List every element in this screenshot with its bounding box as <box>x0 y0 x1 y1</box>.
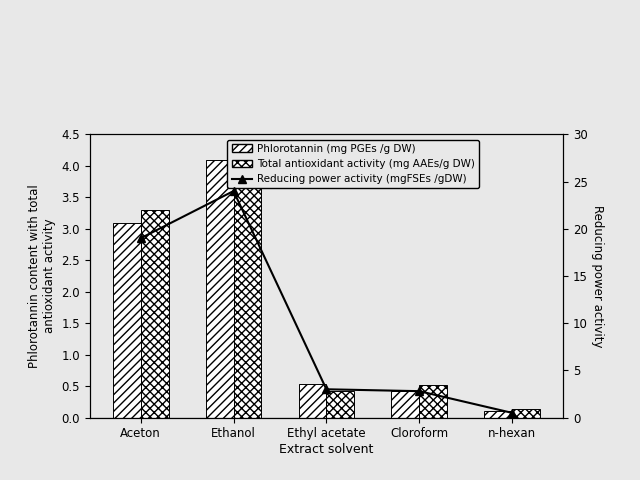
Bar <box>298 384 326 418</box>
Bar <box>205 159 234 418</box>
Bar <box>234 148 261 418</box>
Bar <box>392 391 419 418</box>
Legend: Phlorotannin (mg PGEs /g DW), Total antioxidant activity (mg AAEs/g DW), Reducin: Phlorotannin (mg PGEs /g DW), Total anti… <box>227 140 479 188</box>
Bar <box>419 385 447 418</box>
Y-axis label: Phlorotannin content with total
antioxidant activity: Phlorotannin content with total antioxid… <box>28 184 56 368</box>
X-axis label: Extract solvent: Extract solvent <box>279 443 374 456</box>
Bar <box>141 210 168 418</box>
Bar <box>113 223 141 418</box>
Y-axis label: Reducing power activity: Reducing power activity <box>591 205 604 347</box>
Bar <box>326 391 355 418</box>
Bar <box>484 411 512 418</box>
Bar <box>512 409 540 418</box>
